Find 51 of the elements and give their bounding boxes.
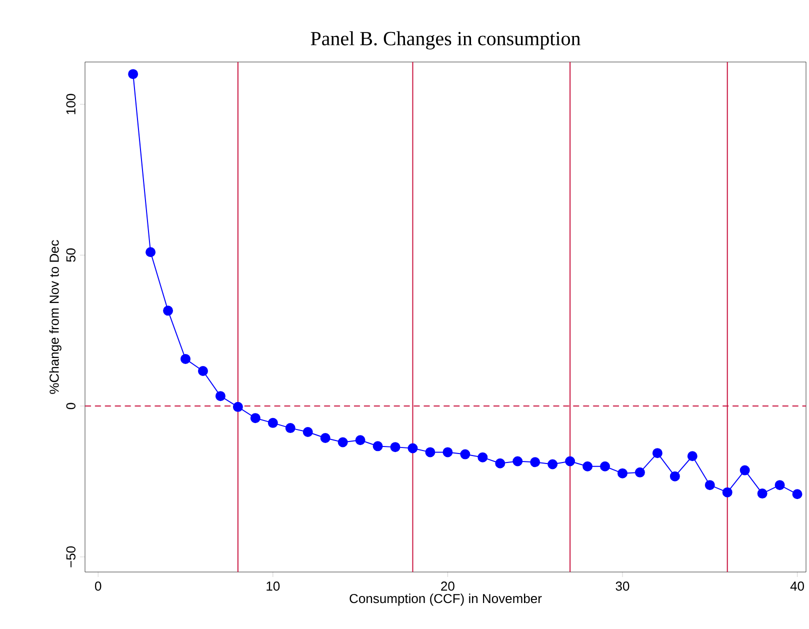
point (320, 433, 330, 444)
point (250, 413, 260, 424)
y-tick-label: 0 (66, 402, 76, 410)
y-tick-label: 50 (66, 248, 76, 262)
point (478, 452, 488, 462)
point (600, 461, 610, 472)
point (582, 461, 593, 472)
point (232, 402, 243, 412)
chart-title: Panel B. Changes in consumption (310, 31, 580, 50)
point (687, 451, 698, 462)
point (530, 457, 540, 468)
point (285, 423, 296, 434)
x-tick-label: 20 (441, 582, 454, 591)
point (565, 456, 576, 466)
x-tick-label: 0 (95, 582, 102, 591)
point (355, 435, 366, 446)
point (302, 426, 313, 437)
point (372, 441, 383, 452)
point (338, 437, 348, 448)
point (390, 442, 400, 452)
point (634, 467, 645, 478)
point (198, 366, 208, 376)
point (757, 488, 768, 499)
point (128, 69, 138, 80)
x-axis-title: Consumption (CCF) in November (350, 594, 542, 606)
point (652, 448, 662, 458)
point (408, 443, 418, 454)
point (442, 447, 453, 458)
point (495, 458, 506, 468)
y-axis-title: %Change from Nov to Dec (49, 240, 62, 394)
point (460, 449, 470, 460)
point (548, 459, 558, 470)
point (670, 471, 680, 482)
point (146, 247, 156, 258)
x-tick-label: 40 (790, 582, 804, 591)
point (792, 489, 802, 500)
y-tick-label: 100 (66, 94, 76, 114)
point (740, 465, 750, 476)
point (704, 480, 715, 490)
point (215, 391, 226, 402)
point (617, 468, 628, 478)
point (722, 487, 732, 498)
point (425, 447, 436, 458)
x-tick-label: 30 (616, 582, 630, 591)
point (512, 456, 523, 466)
point (163, 306, 174, 316)
x-tick-label: 10 (266, 582, 280, 591)
point (774, 480, 785, 490)
y-tick-label: −50 (66, 546, 76, 568)
point (180, 354, 191, 364)
point (268, 418, 278, 428)
